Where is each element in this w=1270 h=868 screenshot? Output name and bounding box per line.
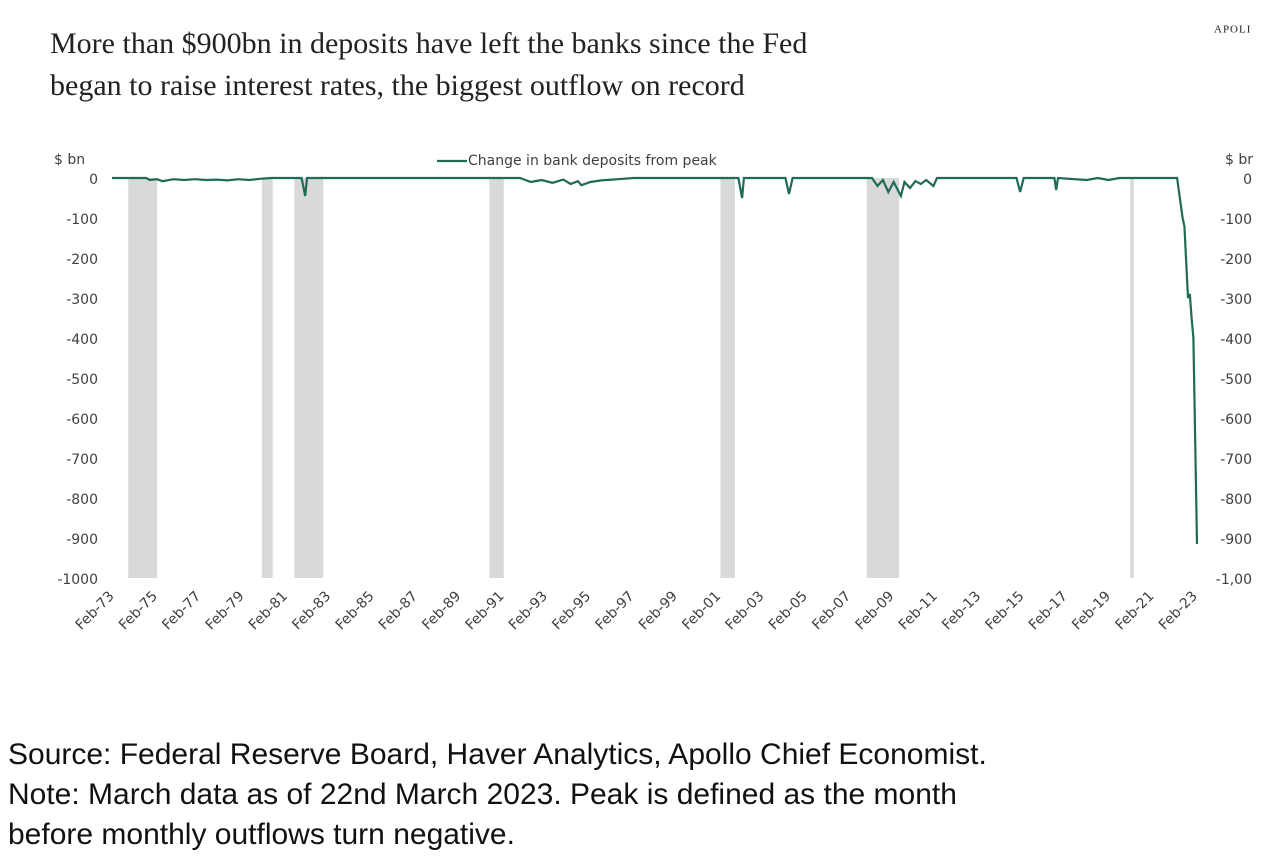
x-tick-label: Feb-77 — [159, 588, 204, 633]
y-tick-label: -800 — [66, 492, 98, 508]
y2-tick-label: -400 — [1220, 332, 1252, 348]
y-tick-label: -500 — [66, 372, 98, 388]
recession-band — [128, 178, 158, 578]
x-tick-label: Feb-09 — [853, 588, 898, 633]
x-tick-label: Feb-15 — [983, 588, 1028, 633]
y2-tick-label: -900 — [1220, 532, 1252, 548]
recession-band — [1130, 178, 1134, 578]
y2-tick-label: 0 — [1243, 172, 1252, 188]
x-tick-label: Feb-07 — [809, 588, 854, 633]
y2-tick-label: -700 — [1220, 452, 1252, 468]
x-tick-label: Feb-17 — [1026, 588, 1071, 633]
y-tick-label: -100 — [66, 212, 98, 228]
y2-tick-label: -800 — [1220, 492, 1252, 508]
x-tick-label: Feb-87 — [376, 588, 421, 633]
x-tick-label: Feb-81 — [246, 588, 291, 633]
footnote: Source: Federal Reserve Board, Haver Ana… — [8, 735, 987, 855]
x-tick-label: Feb-19 — [1069, 588, 1114, 633]
y-tick-label: -300 — [66, 292, 98, 308]
chart-title: began to raise interest rates, the bigge… — [50, 69, 745, 102]
x-tick-label: Feb-93 — [506, 588, 551, 633]
y-tick-label: -600 — [66, 412, 98, 428]
y-tick-label: -900 — [66, 532, 98, 548]
recession-band — [720, 178, 735, 578]
x-tick-label: Feb-97 — [593, 588, 638, 633]
x-tick-label: Feb-85 — [333, 588, 378, 633]
y-tick-label: -1000 — [57, 572, 98, 588]
x-tick-label: Feb-75 — [116, 588, 161, 633]
x-tick-label: Feb-03 — [723, 588, 768, 633]
y2-tick-label: -100 — [1220, 212, 1252, 228]
y2-tick-label: -200 — [1220, 252, 1252, 268]
legend-label: Change in bank deposits from peak — [468, 153, 718, 169]
brand: APOLI — [1214, 24, 1251, 36]
y2-axis-title: $ br — [1225, 152, 1253, 168]
x-tick-label: Feb-11 — [896, 588, 941, 633]
footnote-line: Note: March data as of 22nd March 2023. … — [8, 778, 957, 811]
recession-band — [866, 178, 900, 578]
recession-band — [261, 178, 273, 578]
series-line — [112, 176, 1199, 545]
y2-tick-label: -500 — [1220, 372, 1252, 388]
y2-tick-label: -300 — [1220, 292, 1252, 308]
x-tick-label: Feb-99 — [636, 588, 681, 633]
y2-tick-label: -600 — [1220, 412, 1252, 428]
x-tick-label: Feb-01 — [679, 588, 724, 633]
recession-band — [489, 178, 504, 578]
footnote-line: before monthly outflows turn negative. — [8, 818, 515, 851]
chart-title: More than $900bn in deposits have left t… — [50, 27, 807, 60]
y-tick-label: -700 — [66, 452, 98, 468]
x-tick-label: Feb-79 — [203, 588, 248, 633]
y2-tick-label: -1,00 — [1216, 572, 1252, 588]
x-tick-label: Feb-83 — [289, 588, 334, 633]
chart: APOLI More than $900bn in deposits have … — [50, 24, 1253, 634]
x-tick-label: Feb-89 — [419, 588, 464, 633]
y-tick-label: -400 — [66, 332, 98, 348]
y-tick-label: 0 — [89, 172, 98, 188]
x-tick-label: Feb-95 — [549, 588, 594, 633]
x-tick-label: Feb-91 — [463, 588, 508, 633]
y-axis-title: $ bn — [54, 152, 85, 168]
recession-band — [294, 178, 324, 578]
x-tick-label: Feb-21 — [1113, 588, 1158, 633]
x-tick-label: Feb-05 — [766, 588, 811, 633]
footnote-line: Source: Federal Reserve Board, Haver Ana… — [8, 738, 987, 771]
x-tick-label: Feb-73 — [73, 588, 118, 633]
x-tick-label: Feb-13 — [939, 588, 984, 633]
y-tick-label: -200 — [66, 252, 98, 268]
x-tick-label: Feb-23 — [1156, 588, 1201, 633]
